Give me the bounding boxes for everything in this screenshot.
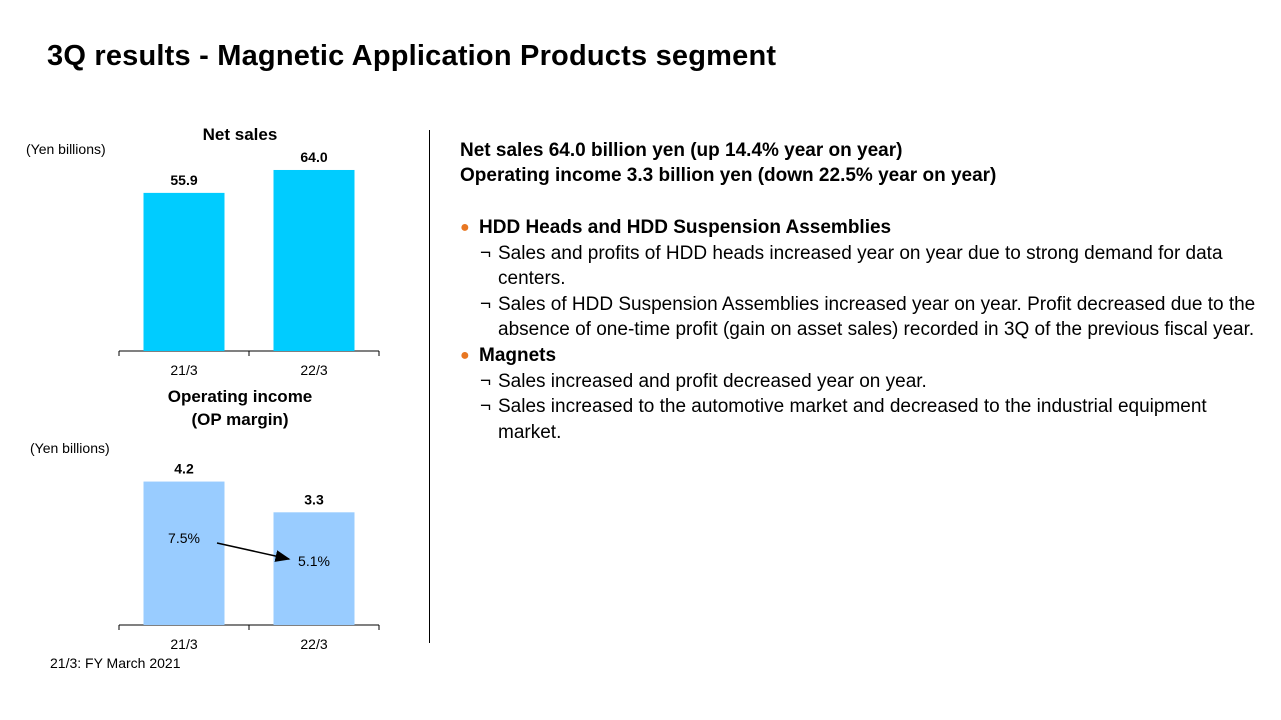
list-item-text: Sales increased to the automotive market…: [498, 396, 1207, 443]
op-margin-label: 7.5%: [168, 530, 200, 546]
not-sign-bullet-icon: ¬: [480, 242, 492, 264]
list-item: ¬ Sales of HDD Suspension Assemblies inc…: [460, 292, 1260, 343]
vertical-divider: [429, 130, 430, 643]
results-summary: Net sales 64.0 billion yen (up 14.4% yea…: [460, 138, 996, 188]
bullet-icon: ●: [460, 346, 470, 364]
op-income-chart-subtitle: (OP margin): [191, 410, 289, 429]
section-heading-text: Magnets: [479, 344, 557, 366]
op-income-chart: 4.2 21/3 3.3 22/3 7.5% 5.1%: [118, 461, 380, 652]
not-sign-bullet-icon: ¬: [480, 293, 492, 315]
not-sign-bullet-icon: ¬: [480, 370, 492, 392]
section-heading-text: HDD Heads and HDD Suspension Assemblies: [479, 217, 892, 238]
bar-value-label: 64.0: [300, 149, 327, 165]
list-item: ¬ Sales and profits of HDD heads increas…: [460, 241, 1260, 292]
slide-title: 3Q results - Magnetic Application Produc…: [47, 40, 777, 72]
x-tick-label: 22/3: [300, 636, 327, 652]
bullet-icon: ●: [460, 219, 470, 236]
op-margin-trend-arrow: [216, 542, 291, 562]
op-margin-label: 5.1%: [298, 553, 330, 569]
list-item: ¬ Sales increased to the automotive mark…: [460, 394, 1260, 445]
footnote: 21/3: FY March 2021: [50, 655, 181, 671]
x-tick-label: 22/3: [300, 362, 327, 378]
x-tick-label: 21/3: [170, 362, 197, 378]
operating-income-summary: Operating income 3.3 billion yen (down 2…: [460, 165, 997, 186]
segment-details: ● HDD Heads and HDD Suspension Assemblie…: [460, 215, 1260, 445]
net-sales-chart: 55.9 21/3 64.0 22/3: [118, 149, 380, 378]
not-sign-bullet-icon: ¬: [480, 396, 492, 418]
op-income-unit-label: (Yen billions): [30, 440, 110, 456]
bar-22-3: [273, 169, 355, 351]
bar-22-3: [273, 512, 355, 625]
net-sales-summary: Net sales 64.0 billion yen (up 14.4% yea…: [460, 140, 903, 161]
list-item: ¬ Sales increased and profit decreased y…: [460, 369, 1260, 395]
list-item-text: Sales and profits of HDD heads increased…: [498, 242, 1223, 290]
bar-value-label: 4.2: [174, 461, 194, 477]
section-heading-magnets: ● Magnets: [460, 343, 1260, 369]
net-sales-unit-label: (Yen billions): [26, 141, 106, 157]
list-item-text: Sales of HDD Suspension Assemblies incre…: [498, 293, 1256, 341]
x-tick-label: 21/3: [170, 636, 197, 652]
list-item-text: Sales increased and profit decreased yea…: [498, 370, 927, 392]
bar-value-label: 3.3: [304, 491, 324, 507]
section-heading-hdd: ● HDD Heads and HDD Suspension Assemblie…: [460, 215, 1260, 241]
net-sales-chart-title: Net sales: [202, 125, 278, 144]
bar-21-3: [143, 192, 225, 351]
bar-value-label: 55.9: [170, 172, 197, 188]
op-income-chart-title: Operating income: [167, 387, 313, 406]
bar-21-3: [143, 481, 225, 625]
